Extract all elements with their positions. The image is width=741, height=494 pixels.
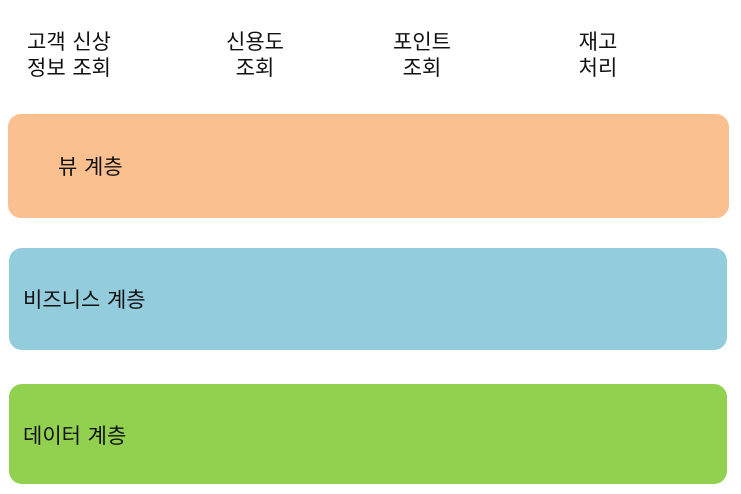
module-label-credit: 신용도 조회 xyxy=(205,29,305,81)
module-label-line: 조회 xyxy=(402,56,442,80)
module-label-line: 정보 조회 xyxy=(27,56,111,80)
module-label-line: 재고 xyxy=(578,30,618,54)
module-label-customer-info: 고객 신상 정보 조회 xyxy=(27,29,167,81)
business-layer-label: 비즈니스 계층 xyxy=(23,288,146,312)
module-label-line: 처리 xyxy=(578,56,618,80)
data-layer-box: 데이터 계층 xyxy=(9,384,727,484)
module-label-line: 포인트 xyxy=(393,30,451,54)
view-layer-box: 뷰 계층 xyxy=(8,114,729,218)
business-layer-box: 비즈니스 계층 xyxy=(9,248,727,350)
data-layer-label: 데이터 계층 xyxy=(23,424,127,448)
module-label-points: 포인트 조회 xyxy=(372,29,472,81)
view-layer-label: 뷰 계층 xyxy=(58,155,123,179)
module-label-line: 조회 xyxy=(235,56,275,80)
module-label-line: 신용도 xyxy=(226,30,284,54)
module-label-line: 고객 신상 xyxy=(27,30,111,54)
module-label-inventory: 재고 처리 xyxy=(548,29,648,81)
